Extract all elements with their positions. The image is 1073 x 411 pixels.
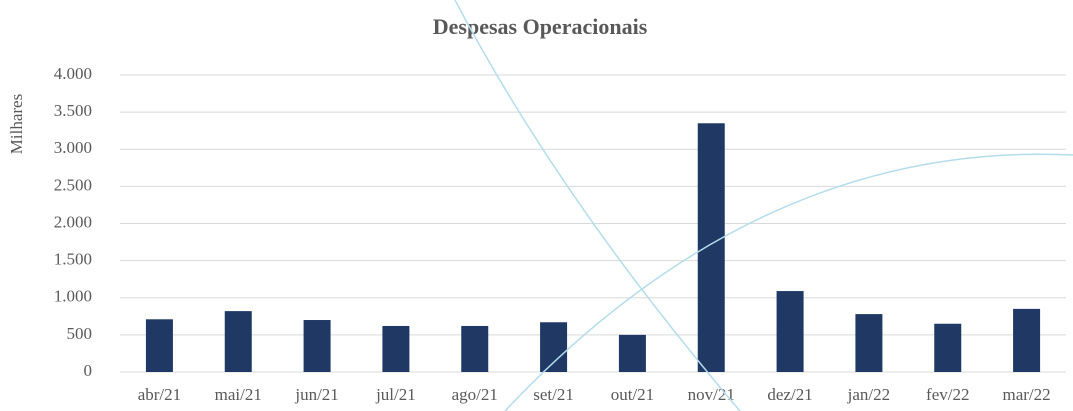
- bar: [934, 323, 962, 372]
- bar: [303, 320, 331, 372]
- decoration: [504, 153, 1073, 411]
- x-tick-label: dez/21: [767, 385, 812, 404]
- y-tick-label: 0: [84, 361, 93, 380]
- y-tick-label: 500: [67, 324, 93, 343]
- x-tick-label: jun/21: [294, 385, 338, 404]
- y-tick-label: 2.500: [54, 175, 92, 194]
- x-tick-label: nov/21: [688, 385, 735, 404]
- y-tick-label: 1.500: [54, 250, 92, 269]
- bar: [382, 325, 410, 372]
- y-tick-label: 1.000: [54, 287, 92, 306]
- y-tick-label: 4.000: [54, 64, 92, 83]
- x-tick-label: ago/21: [452, 385, 498, 404]
- x-tick-label: abr/21: [138, 385, 181, 404]
- x-tick-label: mai/21: [215, 385, 262, 404]
- bar: [618, 334, 646, 372]
- x-tick-label: fev/22: [926, 385, 969, 404]
- plot-area: 0 500 1.000 1.500 2.000 2.500 3.000 3.500 4.000 a…: [54, 64, 1066, 404]
- x-tick-label: jul/21: [375, 385, 416, 404]
- y-tick-label: 3.000: [54, 138, 92, 157]
- x-tick-label: mar/22: [1003, 385, 1051, 404]
- bar: [697, 123, 725, 372]
- bar: [224, 311, 252, 372]
- bar: [1013, 308, 1041, 372]
- y-tick-label: 3.500: [54, 101, 92, 120]
- bar: [776, 291, 804, 372]
- x-tick-label: set/21: [533, 385, 574, 404]
- bar: [540, 322, 568, 372]
- bar: [145, 319, 173, 372]
- decoration: [454, 0, 741, 411]
- x-tick-label: out/21: [611, 385, 654, 404]
- x-tick-label: jan/22: [847, 385, 891, 404]
- bar: [461, 325, 489, 372]
- y-axis-label: Milhares: [7, 94, 26, 154]
- bar: [855, 314, 883, 372]
- y-tick-label: 2.000: [54, 212, 92, 231]
